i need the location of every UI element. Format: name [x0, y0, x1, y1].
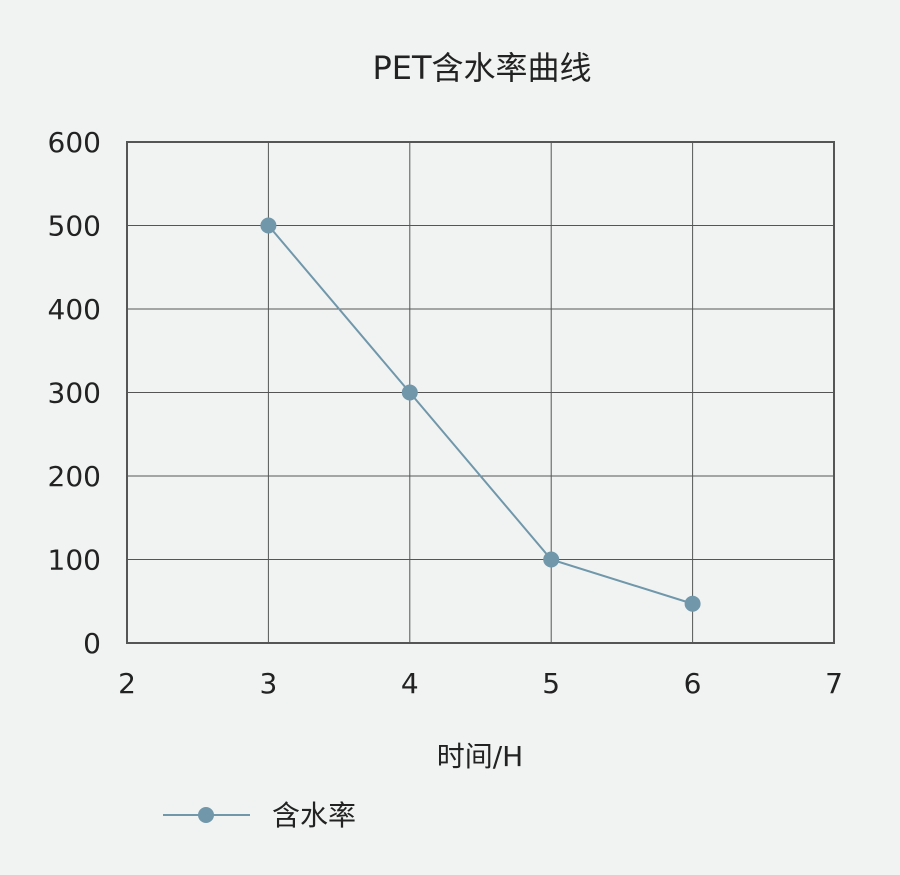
x-tick-label: 2: [118, 667, 136, 700]
legend-marker: [198, 807, 214, 823]
y-tick-label: 0: [83, 627, 101, 660]
y-tick-label: 300: [48, 377, 101, 410]
legend-label: 含水率: [272, 799, 356, 832]
x-tick-label: 4: [401, 667, 419, 700]
x-tick-label: 6: [684, 667, 702, 700]
series-line: [267, 224, 693, 605]
x-tick-label: 7: [825, 667, 843, 700]
y-tick-label: 500: [48, 210, 101, 243]
data-point: [684, 595, 701, 612]
chart-title: PET含水率曲线: [372, 49, 591, 87]
data-point: [260, 217, 277, 234]
x-axis-label: 时间/H: [437, 740, 524, 773]
series-layer: [260, 217, 701, 612]
y-tick-label: 400: [48, 293, 101, 326]
y-tick-label: 200: [48, 460, 101, 493]
grid: [126, 141, 835, 644]
x-tick-label: 5: [542, 667, 560, 700]
x-tick-label: 3: [259, 667, 277, 700]
x-axis-ticks: 2 3 4 5 6 7: [118, 667, 843, 700]
data-point: [543, 551, 560, 568]
y-axis-ticks: 0 100 200 300 400 500 600: [48, 126, 101, 660]
y-tick-label: 100: [48, 544, 101, 577]
data-point: [401, 384, 418, 401]
legend: 含水率: [163, 799, 356, 832]
plot-area-frame: [126, 141, 835, 644]
y-tick-label: 600: [48, 126, 101, 159]
